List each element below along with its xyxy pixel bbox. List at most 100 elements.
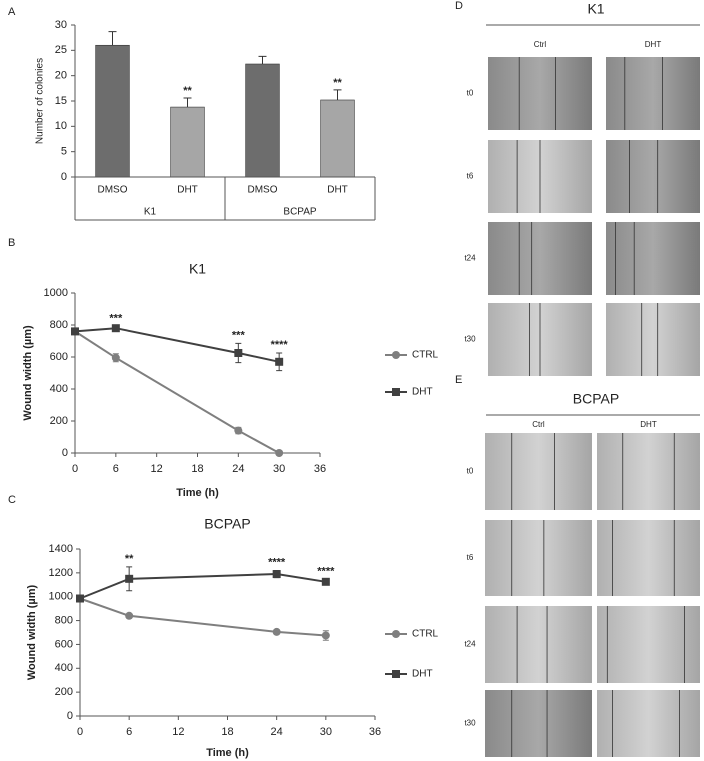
marker xyxy=(272,570,281,579)
micrograph xyxy=(485,606,592,683)
row-label: t24 xyxy=(464,254,476,263)
error-bar xyxy=(108,31,117,46)
series-line xyxy=(79,597,326,637)
x-tick-label: 0 xyxy=(77,726,83,738)
y-tick-label: 1200 xyxy=(49,567,73,579)
micrograph xyxy=(488,57,592,130)
column-label: Ctrl xyxy=(534,40,547,49)
y-tick-label: 200 xyxy=(50,415,68,427)
row-label: t24 xyxy=(464,640,476,649)
micrograph xyxy=(488,222,592,295)
legend-marker xyxy=(392,670,400,678)
x-tick-label: 18 xyxy=(221,726,233,738)
micrograph xyxy=(485,433,592,510)
x-tick-label: 12 xyxy=(151,463,163,475)
y-axis-label: Number of colonies xyxy=(35,58,46,144)
y-tick-label: 0 xyxy=(61,171,67,183)
group-label: BCPAP xyxy=(283,207,316,218)
significance: **** xyxy=(317,565,335,577)
column-label: Ctrl xyxy=(532,420,545,429)
marker xyxy=(234,426,243,435)
panel-label: C xyxy=(8,494,16,506)
x-tick-label: 30 xyxy=(273,463,285,475)
x-tick-label: 6 xyxy=(126,726,132,738)
y-axis-label: Wound width (µm) xyxy=(22,325,34,421)
bar xyxy=(245,63,280,178)
marker xyxy=(76,594,84,603)
micrograph xyxy=(606,222,700,295)
panel-label: A xyxy=(8,6,16,18)
error-bar xyxy=(258,55,267,65)
micrograph xyxy=(597,433,700,510)
legend-marker xyxy=(392,630,400,638)
micrograph xyxy=(597,690,700,757)
x-tick-label: 36 xyxy=(369,726,381,738)
y-axis-label: Wound width (µm) xyxy=(26,585,38,681)
y-tick-label: 1000 xyxy=(44,287,68,299)
micrograph xyxy=(606,303,700,376)
significance: ** xyxy=(183,85,192,97)
panel-label: E xyxy=(455,374,462,386)
marker xyxy=(275,449,284,457)
series-line xyxy=(79,573,326,600)
x-tick-label: DHT xyxy=(177,185,198,196)
micrograph xyxy=(597,606,700,683)
error-bar xyxy=(333,89,342,100)
significance: **** xyxy=(268,556,286,568)
y-tick-label: 600 xyxy=(50,351,68,363)
panel-title: K1 xyxy=(587,1,604,17)
micrograph xyxy=(597,520,700,596)
marker xyxy=(125,574,134,583)
significance: *** xyxy=(109,313,123,325)
significance: ** xyxy=(125,553,134,565)
marker xyxy=(125,611,134,620)
x-tick-label: 12 xyxy=(172,726,184,738)
significance: ** xyxy=(333,77,342,89)
legend-marker xyxy=(392,388,400,396)
x-tick-label: 30 xyxy=(320,726,332,738)
row-label: t6 xyxy=(467,553,474,562)
y-tick-label: 1400 xyxy=(49,543,73,555)
panel-title: BCPAP xyxy=(573,391,619,407)
series-line xyxy=(74,330,280,454)
y-tick-label: 400 xyxy=(55,662,73,674)
legend-label: CTRL xyxy=(412,350,439,361)
panel-label: B xyxy=(8,237,15,249)
y-tick-label: 800 xyxy=(55,614,73,626)
y-tick-label: 10 xyxy=(55,120,67,132)
marker xyxy=(275,357,284,366)
legend-marker xyxy=(392,351,400,359)
significance: *** xyxy=(232,329,246,341)
y-tick-label: 0 xyxy=(67,710,73,722)
micrograph xyxy=(485,690,592,757)
y-tick-label: 800 xyxy=(50,319,68,331)
marker xyxy=(272,627,281,636)
series-line xyxy=(74,327,280,363)
marker xyxy=(321,631,330,640)
legend-label: DHT xyxy=(412,387,433,398)
x-tick-label: 24 xyxy=(232,463,244,475)
x-tick-label: 0 xyxy=(72,463,78,475)
marker xyxy=(234,349,243,357)
x-tick-label: DMSO xyxy=(98,185,128,196)
group-label: K1 xyxy=(144,207,157,218)
y-tick-label: 0 xyxy=(62,447,68,459)
column-label: DHT xyxy=(645,40,662,49)
bar xyxy=(320,99,355,178)
row-label: t0 xyxy=(467,467,474,476)
y-tick-label: 5 xyxy=(61,146,67,158)
y-tick-label: 25 xyxy=(55,44,67,56)
column-label: DHT xyxy=(640,420,657,429)
y-tick-label: 600 xyxy=(55,638,73,650)
row-label: t30 xyxy=(464,719,476,728)
x-tick-label: 36 xyxy=(314,463,326,475)
significance: **** xyxy=(271,339,289,351)
chart-title: BCPAP xyxy=(204,516,250,532)
micrograph xyxy=(606,140,700,213)
x-axis-label: Time (h) xyxy=(176,487,219,499)
legend-label: CTRL xyxy=(412,629,439,640)
marker xyxy=(71,327,79,336)
x-tick-label: DMSO xyxy=(248,185,278,196)
x-tick-label: DHT xyxy=(327,185,348,196)
